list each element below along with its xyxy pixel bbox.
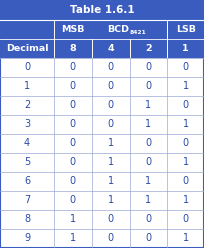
Bar — [0, 153, 204, 172]
Text: 1: 1 — [145, 119, 152, 129]
Text: 0: 0 — [145, 62, 152, 72]
Text: 1: 1 — [183, 157, 189, 167]
Text: 0: 0 — [70, 119, 76, 129]
Bar — [0, 58, 204, 77]
Text: 0: 0 — [70, 62, 76, 72]
Text: 0: 0 — [70, 195, 76, 205]
Text: 0: 0 — [70, 138, 76, 148]
Text: 8421: 8421 — [130, 30, 146, 35]
Text: 2: 2 — [24, 100, 30, 110]
Text: 0: 0 — [183, 215, 189, 224]
Text: 1: 1 — [24, 81, 30, 91]
Bar — [0, 39, 204, 58]
Text: 1: 1 — [145, 195, 152, 205]
Text: 0: 0 — [108, 100, 114, 110]
Text: 0: 0 — [108, 215, 114, 224]
Text: 6: 6 — [24, 176, 30, 186]
Text: 4: 4 — [107, 44, 114, 53]
Text: 0: 0 — [183, 138, 189, 148]
Text: 1: 1 — [145, 100, 152, 110]
Text: 1: 1 — [108, 138, 114, 148]
Text: Decimal: Decimal — [6, 44, 48, 53]
Text: 0: 0 — [145, 215, 152, 224]
Text: 7: 7 — [24, 195, 30, 205]
Text: 1: 1 — [182, 44, 189, 53]
Text: 1: 1 — [108, 176, 114, 186]
Text: LSB: LSB — [176, 25, 196, 34]
Text: 0: 0 — [145, 81, 152, 91]
Bar — [0, 0, 204, 20]
Text: 2: 2 — [145, 44, 152, 53]
Text: MSB: MSB — [61, 25, 85, 34]
Text: 0: 0 — [183, 62, 189, 72]
Text: 0: 0 — [183, 176, 189, 186]
Text: 0: 0 — [108, 62, 114, 72]
Text: 0: 0 — [70, 100, 76, 110]
Text: 9: 9 — [24, 233, 30, 244]
Text: 1: 1 — [183, 119, 189, 129]
Bar — [0, 210, 204, 229]
Text: 0: 0 — [183, 100, 189, 110]
Text: 8: 8 — [24, 215, 30, 224]
Text: 0: 0 — [108, 119, 114, 129]
Text: 0: 0 — [145, 233, 152, 244]
Text: BCD: BCD — [108, 25, 130, 34]
Text: 1: 1 — [70, 215, 76, 224]
Text: 0: 0 — [24, 62, 30, 72]
Bar — [0, 77, 204, 96]
Text: 0: 0 — [108, 233, 114, 244]
Text: 0: 0 — [108, 81, 114, 91]
Bar — [0, 20, 204, 39]
Text: 0: 0 — [70, 157, 76, 167]
Text: 1: 1 — [183, 195, 189, 205]
Text: 4: 4 — [24, 138, 30, 148]
Bar — [0, 172, 204, 191]
Text: 0: 0 — [70, 81, 76, 91]
Text: 0: 0 — [145, 157, 152, 167]
Bar — [0, 229, 204, 248]
Text: 0: 0 — [70, 176, 76, 186]
Text: 1: 1 — [183, 233, 189, 244]
Bar — [0, 96, 204, 115]
Text: 1: 1 — [108, 195, 114, 205]
Text: 5: 5 — [24, 157, 30, 167]
Text: 1: 1 — [145, 176, 152, 186]
Text: 1: 1 — [70, 233, 76, 244]
Text: 8: 8 — [70, 44, 76, 53]
Bar — [0, 134, 204, 153]
Text: Table 1.6.1: Table 1.6.1 — [70, 5, 134, 15]
Text: 1: 1 — [108, 157, 114, 167]
Text: 3: 3 — [24, 119, 30, 129]
Bar — [0, 115, 204, 134]
Text: 1: 1 — [183, 81, 189, 91]
Text: 0: 0 — [145, 138, 152, 148]
Bar — [0, 191, 204, 210]
